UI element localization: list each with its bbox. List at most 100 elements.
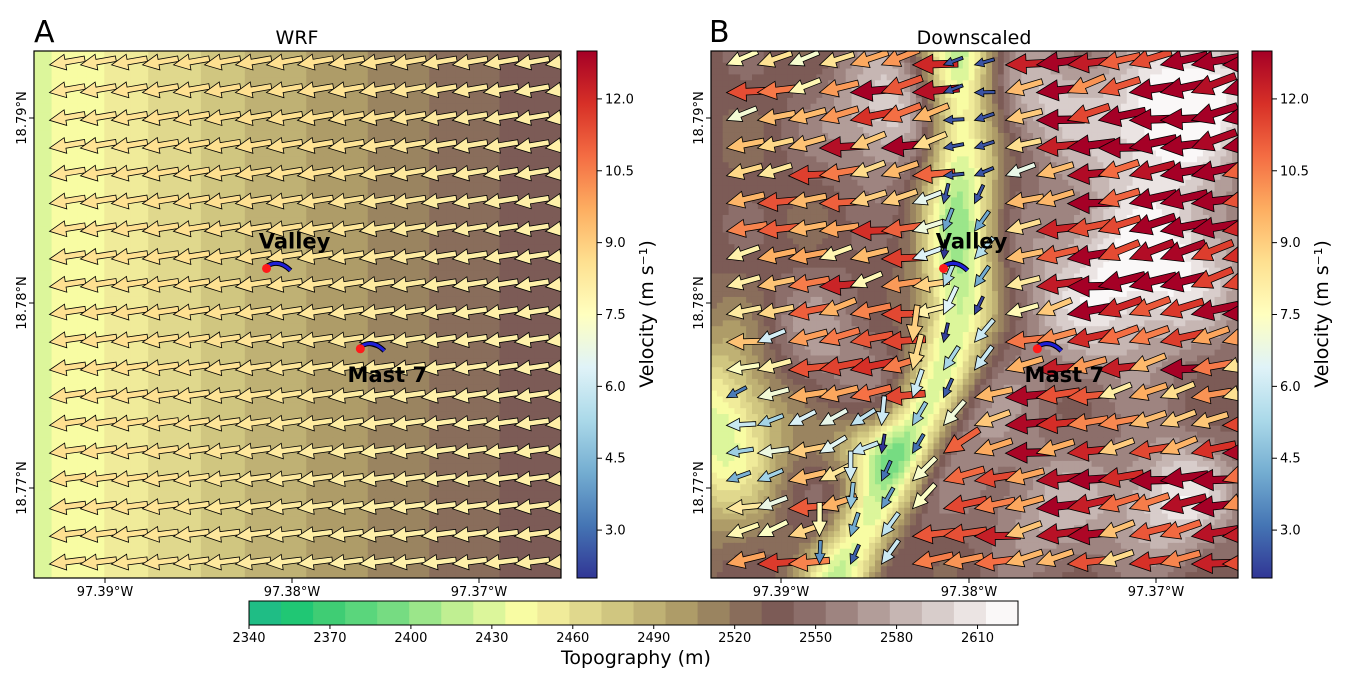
topography-cell [420, 384, 430, 395]
topography-cell [297, 437, 307, 447]
topography-cell [288, 226, 299, 237]
topography-cell [728, 80, 736, 87]
topography-cell [1033, 68, 1040, 76]
topography-cell [481, 490, 492, 500]
topography-cell [297, 534, 307, 544]
topography-cell [183, 569, 193, 578]
topography-cell [543, 77, 553, 87]
topography-cell [148, 147, 158, 157]
topography-cell [341, 551, 351, 562]
topography-cell [499, 173, 509, 184]
topography-cell [411, 226, 422, 237]
topography-cell [279, 68, 290, 78]
topography-cell [332, 375, 343, 386]
topography-cell [34, 542, 44, 553]
topography-cell [394, 375, 404, 386]
topography-cell [438, 481, 448, 491]
topography-cell [271, 428, 281, 439]
topography-cell [192, 261, 202, 272]
topography-cell [455, 437, 465, 447]
topography-cell [552, 147, 561, 157]
topography-cell [552, 121, 561, 131]
topography-cell [165, 463, 176, 474]
topography-cell [218, 323, 228, 333]
topography-cell [543, 103, 553, 114]
topography-cell [939, 51, 946, 58]
topography-cell [481, 375, 492, 386]
wind-arrow [451, 137, 489, 154]
topography-cell [306, 428, 316, 439]
topography-cell [385, 551, 395, 562]
topography-cell [77, 217, 88, 228]
topography-cell [464, 191, 474, 201]
topography-cell [481, 569, 492, 578]
topography-cell [816, 97, 823, 105]
wind-arrow [544, 414, 561, 432]
topography-cell [951, 68, 958, 76]
topography-cell [218, 156, 228, 166]
topography-cell [227, 481, 237, 491]
topography-cell [968, 91, 976, 99]
wind-arrow [203, 192, 242, 210]
topography-cell [288, 296, 299, 307]
topography-cell [508, 244, 518, 254]
topography-cell [148, 375, 158, 386]
topography-cell [1115, 74, 1122, 81]
topography-cell [886, 68, 894, 76]
topography-cell [148, 569, 158, 578]
topography-cell [156, 130, 167, 140]
topography-cell [279, 209, 290, 219]
topography-cell [104, 261, 114, 272]
topography-cell [60, 77, 70, 87]
topography-cell [174, 147, 184, 157]
topography-cell [113, 411, 123, 421]
topography-cell [192, 200, 202, 210]
topography-cell [1191, 91, 1198, 99]
wind-arrow [513, 414, 550, 432]
topography-cell [455, 288, 465, 298]
wind-arrow [48, 81, 86, 99]
topography-cell [315, 94, 325, 105]
topography-cell [253, 244, 263, 254]
topography-cell [886, 103, 894, 111]
topography-cell [446, 551, 457, 562]
wind-arrow [389, 192, 427, 210]
panel-a-wind-arrows [48, 53, 561, 571]
topography-cell [192, 534, 202, 544]
topography-cell [262, 253, 272, 263]
topography-cell [42, 349, 53, 360]
topography-cell [517, 103, 527, 114]
topography-cell [156, 393, 167, 403]
topography-cell [367, 437, 378, 447]
topography-cell [534, 534, 545, 544]
topography-cell [42, 156, 53, 166]
wind-arrow [451, 164, 489, 182]
topography-cell [51, 384, 61, 395]
topography-cell [148, 244, 158, 254]
wind-arrow [265, 331, 303, 349]
topography-cell [104, 340, 114, 351]
topography-cell [822, 97, 829, 105]
topography-cell [863, 68, 870, 76]
topography-cell [411, 209, 422, 219]
topography-cell [121, 94, 132, 105]
topography-cell [508, 507, 518, 518]
topography-cell [394, 77, 404, 87]
topography-cell [464, 490, 474, 500]
topography-cell [113, 463, 123, 474]
topography-cell [402, 130, 413, 140]
topography-cell [279, 402, 290, 412]
topography-cell [279, 130, 290, 140]
topography-cell [1150, 80, 1157, 87]
topography-cell [332, 402, 343, 412]
topography-cell [279, 525, 290, 535]
topography-cell [525, 384, 536, 395]
topography-cell [341, 340, 351, 351]
topography-cell [350, 226, 360, 237]
topography-cell [438, 270, 448, 280]
topography-cell [845, 68, 853, 76]
topography-cell [77, 481, 88, 491]
topography-cell [42, 323, 53, 333]
topography-cell [376, 384, 386, 395]
topography-cell [429, 244, 439, 254]
